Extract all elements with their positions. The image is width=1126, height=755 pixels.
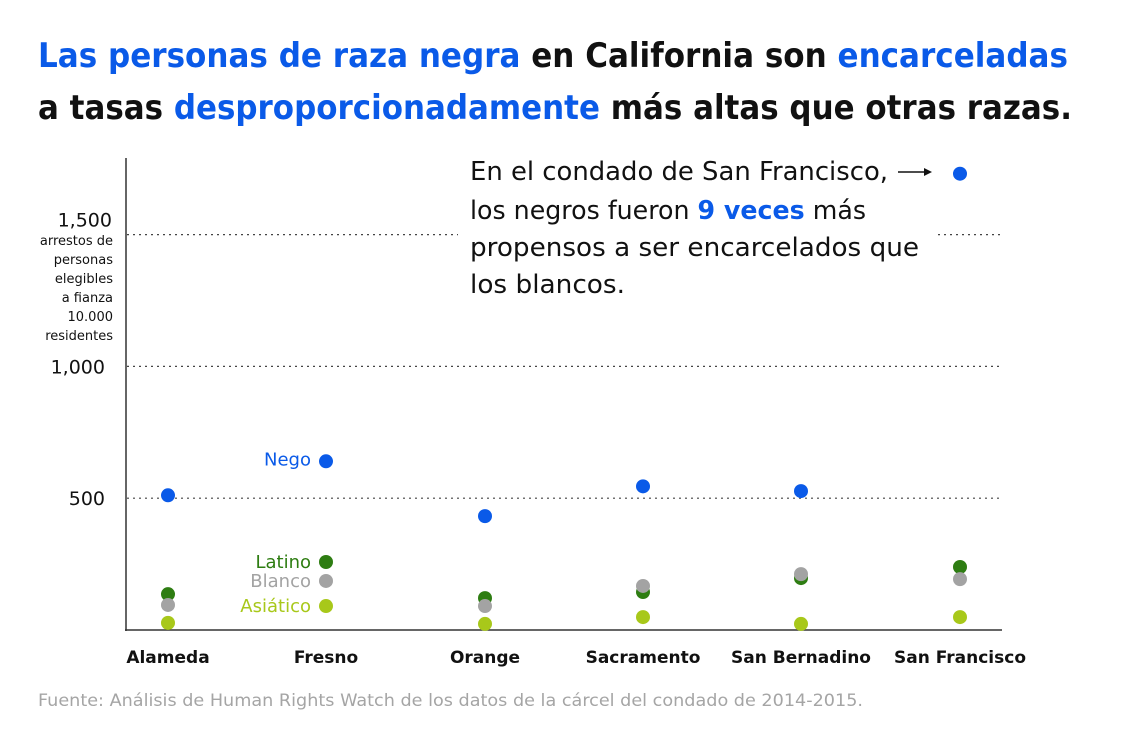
y-axis-label-line: a fianza <box>62 291 113 306</box>
annotation: En el condado de San Francisco, los negr… <box>470 157 932 300</box>
x-tick-label: Alameda <box>126 648 209 668</box>
dot-nego <box>161 488 175 503</box>
dot-latino <box>953 559 967 574</box>
y-axis-label: arrestos de personas elegibles a fianza 10.0… <box>40 234 113 344</box>
dot-asiático <box>794 616 808 631</box>
x-tick-labels: Alameda Fresno Orange Sacramento San Bernadi… <box>126 648 1026 668</box>
dot-asiático <box>953 610 967 625</box>
dot-latino <box>319 554 333 569</box>
chart-title-line-1: Las personas de raza negra en California… <box>38 36 1068 76</box>
annotation-highlight: 9 veces <box>698 196 805 226</box>
arrow-head-icon <box>924 168 932 176</box>
y-tick-label: 1,500 <box>58 210 112 232</box>
y-axis-label-line: elegibles <box>55 272 113 287</box>
annotation-text: más <box>805 196 866 226</box>
title-segment: encarceladas <box>838 36 1068 76</box>
dot-blanco <box>953 572 967 587</box>
dot-asiático <box>636 610 650 625</box>
legend-label: Latino <box>255 552 311 573</box>
y-tick-label: 500 <box>69 488 105 510</box>
y-tick-label: 1,000 <box>51 356 105 378</box>
annotation-text: los negros fueron <box>470 196 698 226</box>
y-axis-label-line: arrestos de <box>40 234 113 249</box>
y-tick-labels: 500 1,000 1,500 <box>51 210 112 511</box>
title-segment: más altas que otras razas. <box>600 88 1072 128</box>
dot-nego <box>794 484 808 499</box>
title-segment: desproporcionadamente <box>174 88 600 128</box>
x-tick-label: Sacramento <box>586 648 701 668</box>
dot-nego <box>478 509 492 524</box>
dot-asiático <box>161 615 175 630</box>
annotation-line: los negros fueron 9 veces más <box>470 196 866 226</box>
dot-nego <box>953 166 967 181</box>
title-segment: a tasas <box>38 88 174 128</box>
gridlines <box>127 234 1002 499</box>
annotation-line: propensos a ser encarcelados que <box>470 233 919 263</box>
dot-blanco <box>478 599 492 614</box>
annotation-line: los blancos. <box>470 270 625 300</box>
x-tick-label: Fresno <box>294 648 358 668</box>
x-tick-label: San Bernadino <box>731 648 871 668</box>
data-points <box>161 166 967 631</box>
dot-blanco <box>319 573 333 588</box>
legend-label: Asiático <box>240 596 311 617</box>
x-tick-label: San Francisco <box>894 648 1026 668</box>
dot-asiático <box>319 599 333 614</box>
chart-title-line-2: a tasas desproporcionadamente más altas … <box>38 88 1072 128</box>
y-axis-label-line: personas <box>54 253 114 268</box>
annotation-line: En el condado de San Francisco, <box>470 157 888 187</box>
title-segment: Las personas de raza negra <box>38 36 520 76</box>
legend-label: Blanco <box>250 571 311 592</box>
dot-blanco <box>794 567 808 582</box>
x-tick-label: Orange <box>450 648 520 668</box>
dot-latino <box>161 587 175 602</box>
dot-nego <box>319 454 333 469</box>
source-note: Fuente: Análisis de Human Rights Watch d… <box>38 691 863 711</box>
y-axis-label-line: 10.000 <box>68 310 114 325</box>
dot-nego <box>636 479 650 494</box>
dot-blanco <box>636 578 650 593</box>
legend-label: Nego <box>264 449 311 470</box>
dot-asiático <box>478 616 492 631</box>
title-segment: en California son <box>520 36 837 76</box>
y-axis-label-line: residentes <box>45 329 113 344</box>
dot-blanco <box>161 597 175 612</box>
